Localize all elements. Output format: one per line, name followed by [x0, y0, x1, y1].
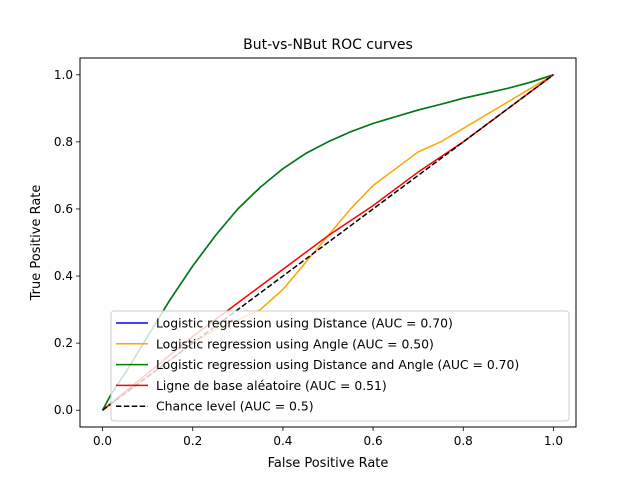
x-axis-ticks: 0.0 0.2 0.4 0.6 0.8 1.0 — [93, 427, 563, 448]
y-tick-label: 0.0 — [54, 403, 73, 417]
x-tick-label: 0.2 — [183, 434, 202, 448]
x-tick-label: 0.6 — [364, 434, 383, 448]
y-tick-label: 0.6 — [54, 202, 73, 216]
legend-label-1: Logistic regression using Distance (AUC … — [156, 316, 453, 331]
legend-box — [110, 310, 570, 422]
x-tick-label: 1.0 — [544, 434, 563, 448]
legend-label-2: Logistic regression using Angle (AUC = 0… — [156, 336, 434, 351]
x-tick-label: 0.8 — [454, 434, 473, 448]
y-tick-label: 0.8 — [54, 135, 73, 149]
legend: Logistic regression using Distance (AUC … — [110, 310, 570, 422]
legend-entries: Logistic regression using Distance (AUC … — [116, 316, 519, 414]
x-tick-label: 0.4 — [273, 434, 292, 448]
legend-label-4: Ligne de base aléatoire (AUC = 0.51) — [156, 378, 387, 393]
y-tick-label: 0.4 — [54, 269, 73, 283]
y-axis-label: True Positive Rate — [29, 185, 44, 302]
chart-title: But-vs-NBut ROC curves — [243, 37, 413, 53]
x-tick-label: 0.0 — [93, 434, 112, 448]
legend-label-5: Chance level (AUC = 0.5) — [156, 399, 314, 414]
y-tick-label: 0.2 — [54, 336, 73, 350]
series-line-5 — [102, 74, 554, 411]
y-axis-ticks: 0.0 0.2 0.4 0.6 0.8 1.0 — [54, 68, 80, 417]
y-tick-label: 1.0 — [54, 68, 73, 82]
x-axis-label: False Positive Rate — [268, 456, 389, 471]
plot-frame — [79, 57, 577, 428]
legend-label-3: Logistic regression using Distance and A… — [156, 357, 519, 372]
